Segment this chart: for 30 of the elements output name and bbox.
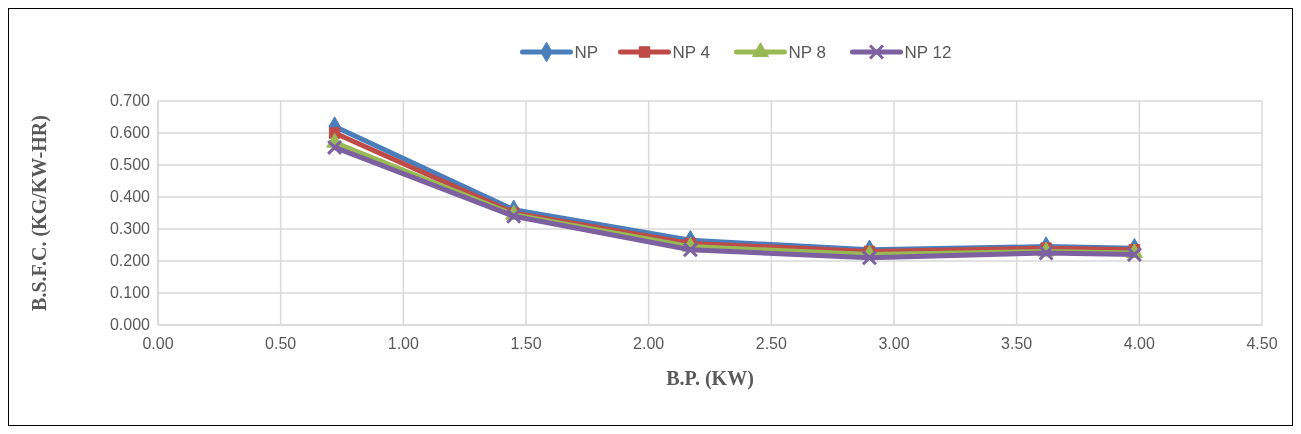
y-tick-label: 0.000 <box>109 316 151 333</box>
y-tick-label: 0.600 <box>109 124 151 141</box>
point <box>1038 245 1055 261</box>
point <box>326 139 343 156</box>
point <box>1126 246 1143 263</box>
x-axis-title: B.P. (KW) <box>666 367 754 390</box>
x-tick-label: 1.00 <box>387 335 420 352</box>
x-tick-label: 2.50 <box>755 335 788 352</box>
x-tick-label: 3.50 <box>1001 335 1033 352</box>
y-tick-label: 0.300 <box>109 220 151 237</box>
y-tick-label: 0.100 <box>109 284 151 301</box>
x-tick-label: 3.00 <box>878 335 910 352</box>
legend-label: NP 8 <box>788 43 826 62</box>
x-tick-label: 0.00 <box>142 335 174 352</box>
y-tick-label: 0.200 <box>109 252 151 269</box>
y-tick-label: 0.500 <box>109 156 151 173</box>
x-tick-label: 4.50 <box>1246 335 1278 352</box>
y-tick-label: 0.700 <box>109 92 151 109</box>
legend-label: NP <box>574 43 599 62</box>
x-tick-label: 1.50 <box>510 335 542 352</box>
legend-label: NP 4 <box>672 43 710 62</box>
point <box>505 208 522 225</box>
legend-label: NP 12 <box>904 43 952 62</box>
x-tick-label: 2.00 <box>633 335 665 352</box>
x-tick-label: 4.00 <box>1123 335 1156 352</box>
point <box>861 249 878 266</box>
y-tick-label: 0.400 <box>109 188 151 205</box>
y-axis-title: B.S.F.C. (KG/KW-HR) <box>28 115 51 311</box>
x-tick-label: 0.50 <box>265 335 297 352</box>
point <box>682 241 699 258</box>
